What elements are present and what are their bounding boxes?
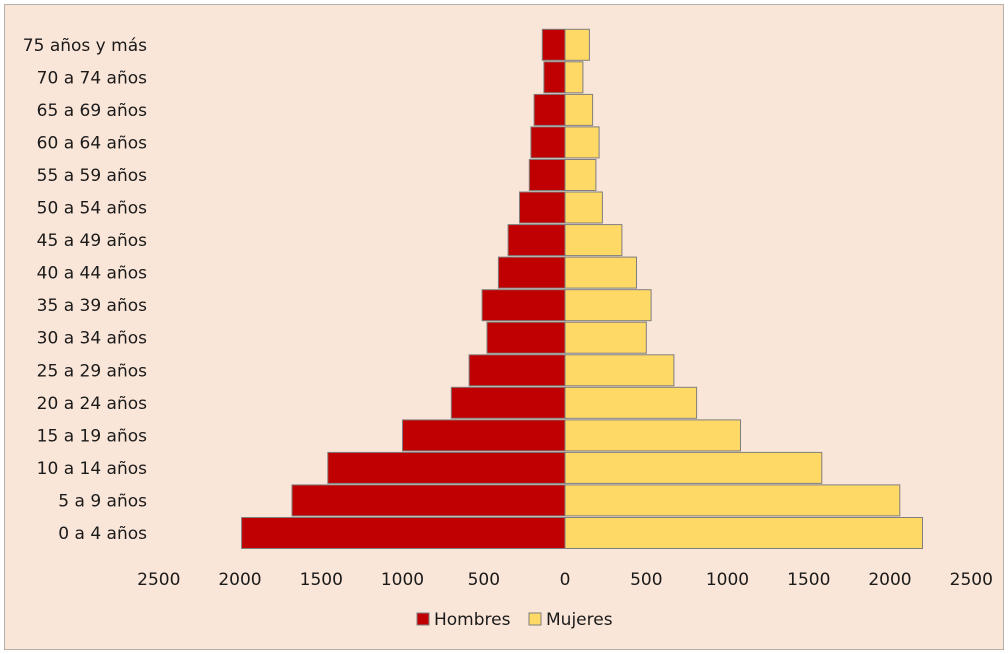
- x-tick-label: 2000: [218, 570, 261, 590]
- bar-mujeres-45-a-49-anos: [564, 224, 623, 257]
- bar-mujeres-50-a-54-anos: [564, 191, 603, 224]
- bar-mujeres-30-a-34-anos: [564, 321, 647, 354]
- bar-hombres-75-anos-y-mas: [541, 28, 566, 61]
- bar-mujeres-20-a-24-anos: [564, 386, 698, 419]
- y-tick-label-75-anos-y-mas: 75 años y más: [23, 36, 147, 56]
- bar-hombres-15-a-19-anos: [402, 419, 566, 452]
- bar-hombres-5-a-9-anos: [291, 484, 566, 517]
- y-tick-label-40-a-44-anos: 40 a 44 años: [37, 264, 147, 284]
- bar-mujeres-65-a-69-anos: [564, 93, 594, 126]
- bar-mujeres-5-a-9-anos: [564, 484, 901, 517]
- bar-mujeres-0-a-4-anos: [564, 517, 923, 549]
- bar-hombres-65-a-69-anos: [533, 93, 566, 126]
- y-tick-label-30-a-34-anos: 30 a 34 años: [37, 329, 147, 349]
- bar-mujeres-10-a-14-anos: [564, 451, 823, 484]
- bar-mujeres-60-a-64-anos: [564, 126, 600, 159]
- x-tick-label: 1500: [300, 570, 343, 590]
- y-tick-label-15-a-19-anos: 15 a 19 años: [37, 426, 147, 446]
- y-tick-label-50-a-54-anos: 50 a 54 años: [37, 199, 147, 219]
- x-tick-label: 2500: [137, 570, 180, 590]
- bar-hombres-35-a-39-anos: [481, 289, 566, 322]
- y-tick-label-45-a-49-anos: 45 a 49 años: [37, 231, 147, 251]
- bar-hombres-55-a-59-anos: [528, 159, 566, 191]
- y-tick-label-20-a-24-anos: 20 a 24 años: [37, 394, 147, 414]
- bars-layer: [241, 28, 923, 549]
- y-tick-label-60-a-64-anos: 60 a 64 años: [37, 133, 147, 153]
- bar-hombres-30-a-34-anos: [486, 321, 566, 354]
- y-tick-label-35-a-39-anos: 35 a 39 años: [37, 296, 147, 316]
- legend-label-hombres: Hombres: [434, 610, 511, 630]
- bar-hombres-45-a-49-anos: [507, 224, 566, 257]
- bar-hombres-40-a-44-anos: [497, 256, 566, 289]
- x-axis-labels: 2500 2000 1500 1000 500 0 500 1000 1500 2000 2500: [137, 570, 993, 590]
- bar-mujeres-35-a-39-anos: [564, 289, 652, 322]
- bar-hombres-70-a-74-anos: [543, 61, 566, 94]
- x-tick-label: 500: [468, 570, 500, 590]
- bar-hombres-50-a-54-anos: [519, 191, 566, 224]
- bar-hombres-0-a-4-anos: [241, 517, 566, 549]
- bar-mujeres-25-a-29-anos: [564, 354, 675, 387]
- bar-mujeres-75-anos-y-mas: [564, 28, 590, 61]
- bar-hombres-10-a-14-anos: [327, 451, 566, 484]
- bar-hombres-20-a-24-anos: [450, 386, 566, 419]
- bar-mujeres-70-a-74-anos: [564, 61, 584, 94]
- y-tick-label-70-a-74-anos: 70 a 74 años: [37, 68, 147, 88]
- bar-hombres-60-a-64-anos: [530, 126, 566, 159]
- x-tick-label: 2000: [868, 570, 911, 590]
- y-tick-label-65-a-69-anos: 65 a 69 años: [37, 101, 147, 121]
- bar-mujeres-55-a-59-anos: [564, 159, 597, 191]
- legend-swatch-hombres: [416, 612, 430, 626]
- x-tick-label: 1000: [381, 570, 424, 590]
- y-tick-label-55-a-59-anos: 55 a 59 años: [37, 166, 147, 186]
- bar-mujeres-40-a-44-anos: [564, 256, 637, 289]
- y-tick-label-5-a-9-anos: 5 a 9 años: [58, 491, 147, 511]
- x-tick-label: 2500: [950, 570, 993, 590]
- legend: Hombres Mujeres: [416, 610, 613, 630]
- x-tick-label: 500: [630, 570, 662, 590]
- bar-mujeres-15-a-19-anos: [564, 419, 741, 452]
- legend-label-mujeres: Mujeres: [546, 610, 613, 630]
- x-tick-label: 1500: [787, 570, 830, 590]
- legend-swatch-mujeres: [528, 612, 542, 626]
- population-pyramid-chart: 0 a 4 años 5 a 9 años 10 a 14 años 15 a 19 …: [23, 28, 993, 630]
- y-tick-label-0-a-4-anos: 0 a 4 años: [58, 524, 147, 544]
- y-axis-labels: 0 a 4 años 5 a 9 años 10 a 14 años 15 a 19 …: [23, 36, 147, 544]
- chart-frame: 0 a 4 años 5 a 9 años 10 a 14 años 15 a 19 …: [4, 4, 1004, 650]
- x-tick-label: 0: [560, 570, 571, 590]
- y-tick-label-25-a-29-anos: 25 a 29 años: [37, 361, 147, 381]
- y-tick-label-10-a-14-anos: 10 a 14 años: [37, 459, 147, 479]
- x-tick-label: 1000: [706, 570, 749, 590]
- bar-hombres-25-a-29-anos: [468, 354, 566, 387]
